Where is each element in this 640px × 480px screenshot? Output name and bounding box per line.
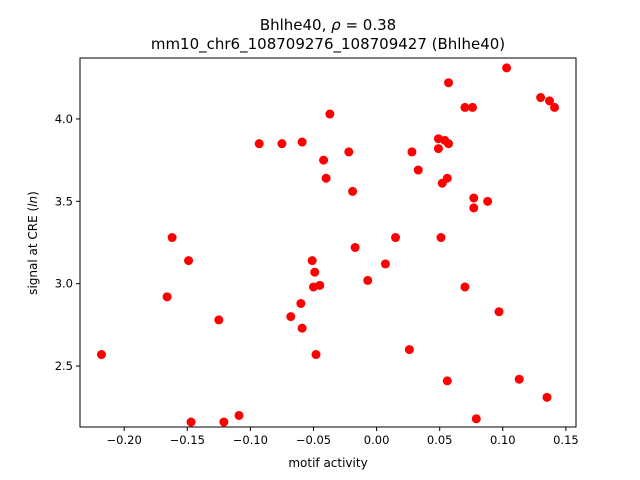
data-point	[468, 102, 478, 112]
y-tick-label: 3.0	[55, 277, 73, 291]
data-point	[460, 102, 470, 112]
data-point	[433, 144, 443, 154]
y-tick-label: 2.5	[55, 359, 73, 373]
data-point	[471, 414, 481, 424]
data-point	[277, 139, 287, 149]
data-point	[310, 267, 320, 277]
x-tick-label: −0.05	[296, 433, 331, 447]
data-point	[315, 280, 325, 290]
data-point	[436, 233, 446, 243]
data-point	[307, 256, 317, 266]
chart-title-line1: Bhlhe40, ρ = 0.38	[260, 16, 396, 34]
data-point	[325, 109, 335, 119]
data-point	[545, 96, 554, 106]
data-point	[214, 315, 224, 325]
data-point	[550, 102, 560, 112]
data-point	[344, 147, 354, 157]
data-point	[321, 173, 331, 183]
data-point	[167, 233, 177, 243]
data-point	[380, 259, 390, 269]
y-tick-label: 3.5	[55, 194, 73, 208]
data-point	[186, 417, 196, 427]
plot-frame	[79, 57, 577, 428]
data-point	[460, 282, 470, 292]
x-axis-label: motif activity	[288, 456, 367, 470]
y-tick-label: 4.0	[55, 112, 73, 126]
x-tick-label: 0.00	[364, 433, 390, 447]
data-point	[350, 242, 360, 252]
data-point	[536, 93, 546, 103]
data-point	[96, 350, 106, 360]
x-axis-ticks: −0.20 −0.15 −0.10 −0.05 0.00 0.05 0.10 0.15	[107, 427, 579, 447]
data-point	[162, 292, 172, 302]
data-point	[407, 147, 417, 157]
data-point	[469, 203, 479, 213]
data-point	[542, 392, 552, 402]
y-axis-label: signal at CRE (ln)	[26, 191, 40, 295]
data-points	[96, 63, 560, 427]
x-tick-label: 0.05	[427, 433, 453, 447]
x-tick-label: −0.15	[170, 433, 205, 447]
data-point	[297, 323, 307, 333]
data-point	[286, 312, 296, 322]
data-point	[363, 275, 373, 285]
data-point	[184, 256, 194, 266]
data-point	[234, 410, 244, 420]
data-point	[494, 307, 504, 317]
data-point	[514, 374, 524, 384]
chart-title-line2: mm10_chr6_108709276_108709427 (Bhlhe40)	[151, 35, 505, 54]
data-point	[442, 376, 452, 386]
y-axis-ticks: 2.5 3.0 3.5 4.0	[55, 112, 80, 373]
data-point	[348, 186, 358, 196]
data-point	[404, 345, 414, 355]
x-tick-label: −0.20	[107, 433, 142, 447]
data-point	[442, 173, 452, 183]
data-point	[311, 350, 321, 360]
data-point	[444, 78, 454, 88]
data-point	[254, 139, 264, 149]
x-tick-label: 0.10	[490, 433, 516, 447]
data-point	[297, 137, 307, 147]
x-tick-label: −0.10	[233, 433, 268, 447]
data-point	[502, 63, 512, 73]
data-point	[444, 139, 454, 149]
data-point	[319, 155, 329, 165]
data-point	[483, 196, 493, 206]
x-tick-label: 0.15	[553, 433, 579, 447]
data-point	[219, 417, 229, 427]
data-point	[469, 193, 479, 203]
data-point	[413, 165, 423, 175]
data-point	[296, 298, 306, 308]
data-point	[391, 233, 401, 243]
